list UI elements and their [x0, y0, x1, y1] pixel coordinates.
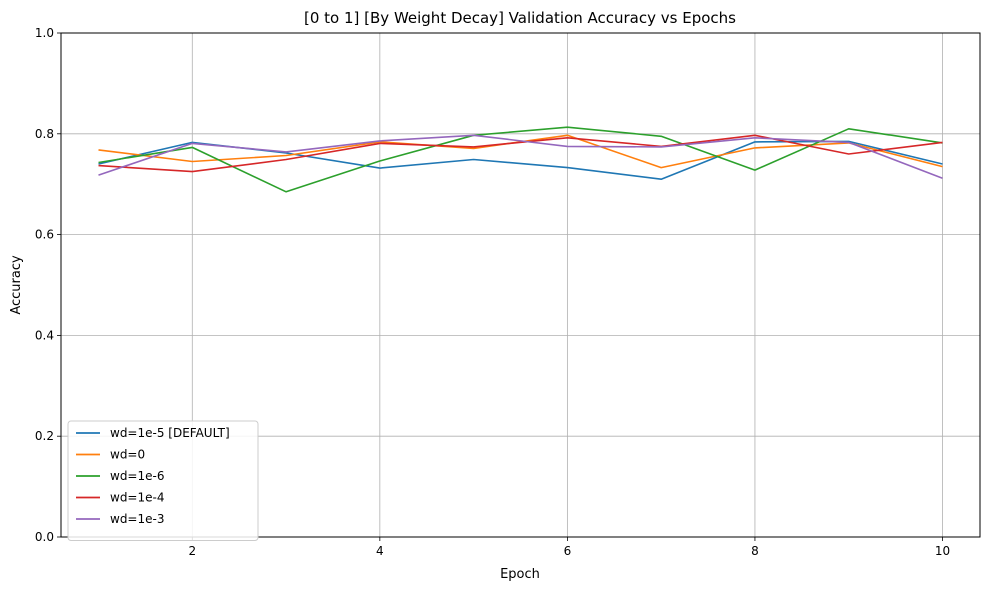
series-line-3 [98, 126, 943, 193]
x-tick-label: 10 [935, 544, 950, 558]
y-tick-label: 0.2 [35, 429, 54, 443]
x-tick-label: 8 [751, 544, 759, 558]
legend-entry-label: wd=1e-5 [DEFAULT] [110, 426, 230, 440]
y-axis-ticks: 0.0 0.2 0.4 0.6 0.8 1.0 [35, 26, 61, 544]
x-tick-label: 2 [188, 544, 196, 558]
y-axis-label: Accuracy [9, 255, 24, 315]
legend-entry-label: wd=0 [110, 448, 145, 462]
y-tick-label: 1.0 [35, 26, 54, 40]
y-tick-label: 0.8 [35, 127, 54, 141]
legend-entry-label: wd=1e-4 [110, 491, 164, 505]
series-lines [98, 126, 943, 193]
legend-entry-label: wd=1e-3 [110, 512, 164, 526]
series-line-5 [98, 134, 943, 179]
x-axis-label: Epoch [500, 567, 540, 582]
plot-area-frame [60, 32, 981, 538]
legend-entry-label: wd=1e-6 [110, 469, 164, 483]
y-tick-label: 0.4 [35, 328, 54, 342]
chart-title: [0 to 1] [By Weight Decay] Validation Ac… [304, 9, 736, 27]
legend: wd=1e-5 [DEFAULT] wd=0 wd=1e-6 wd=1e-4 wd=1e… [67, 420, 259, 541]
legend-box [67, 420, 259, 541]
y-tick-label: 0.0 [35, 530, 54, 544]
y-tick-label: 0.6 [35, 228, 54, 242]
x-axis-ticks: 2 4 6 8 10 [188, 537, 950, 558]
x-tick-label: 4 [376, 544, 384, 558]
x-tick-label: 6 [564, 544, 572, 558]
series-line-4 [98, 134, 943, 173]
